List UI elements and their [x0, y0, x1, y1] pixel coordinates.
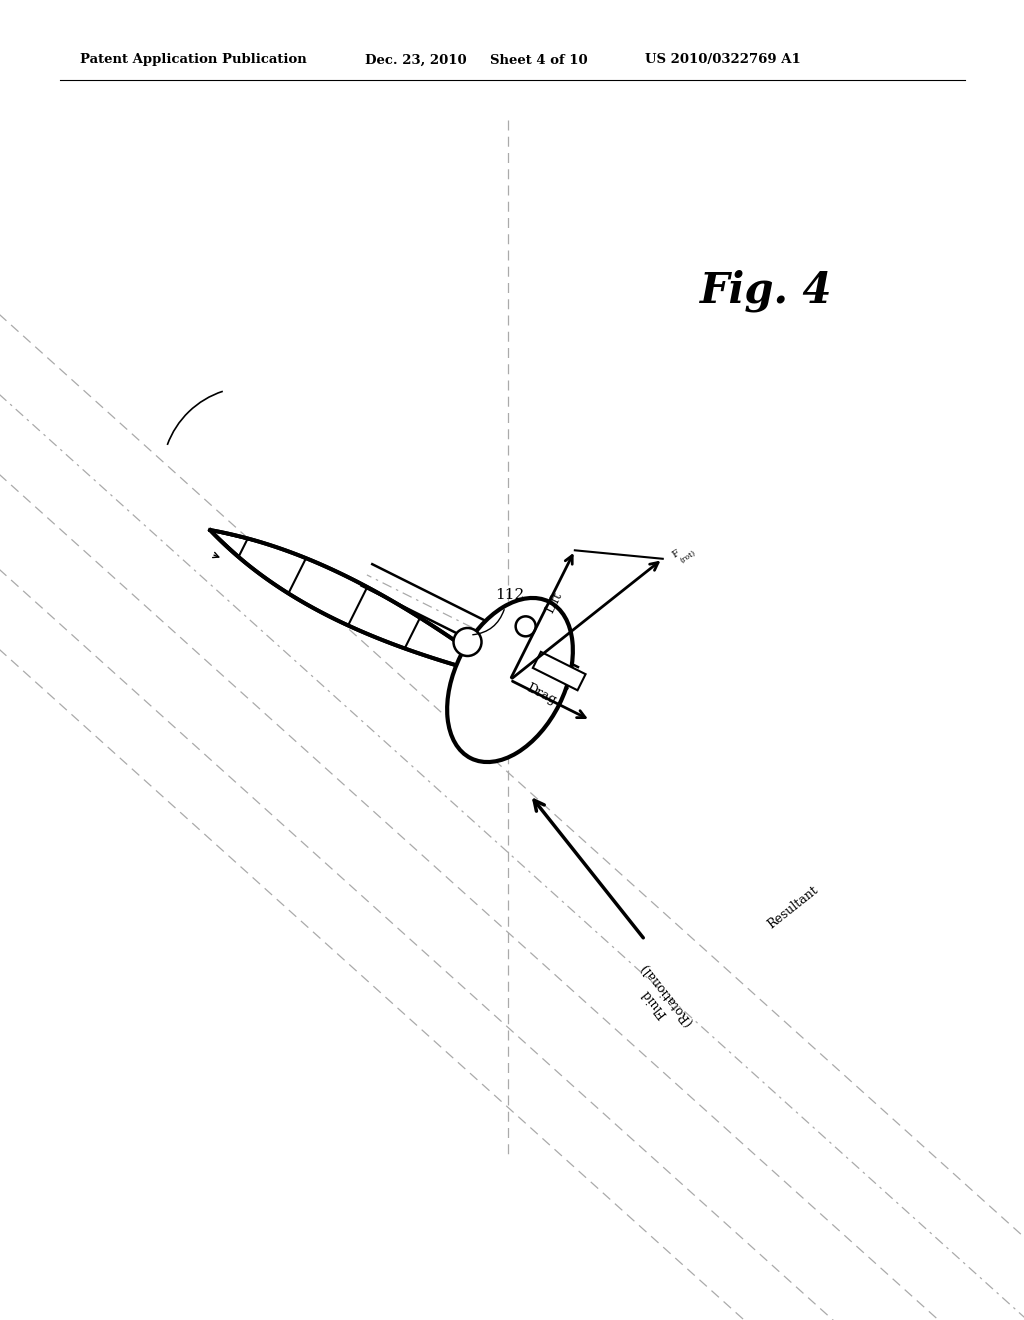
Text: (rot): (rot): [679, 549, 697, 565]
Text: F: F: [671, 548, 681, 560]
Text: Dec. 23, 2010: Dec. 23, 2010: [365, 54, 467, 66]
Ellipse shape: [447, 598, 572, 762]
Text: Sheet 4 of 10: Sheet 4 of 10: [490, 54, 588, 66]
Text: Lift: Lift: [544, 590, 565, 615]
Text: Fluid
(Rotational): Fluid (Rotational): [626, 960, 694, 1036]
Polygon shape: [210, 531, 510, 680]
Text: Fig. 4: Fig. 4: [700, 271, 833, 313]
Polygon shape: [532, 652, 586, 690]
Text: US 2010/0322769 A1: US 2010/0322769 A1: [645, 54, 801, 66]
Text: Patent Application Publication: Patent Application Publication: [80, 54, 307, 66]
Circle shape: [454, 628, 481, 656]
Text: Drag: Drag: [524, 681, 559, 708]
Circle shape: [516, 616, 536, 636]
Text: 112: 112: [496, 587, 524, 602]
Text: Resultant: Resultant: [765, 883, 821, 932]
